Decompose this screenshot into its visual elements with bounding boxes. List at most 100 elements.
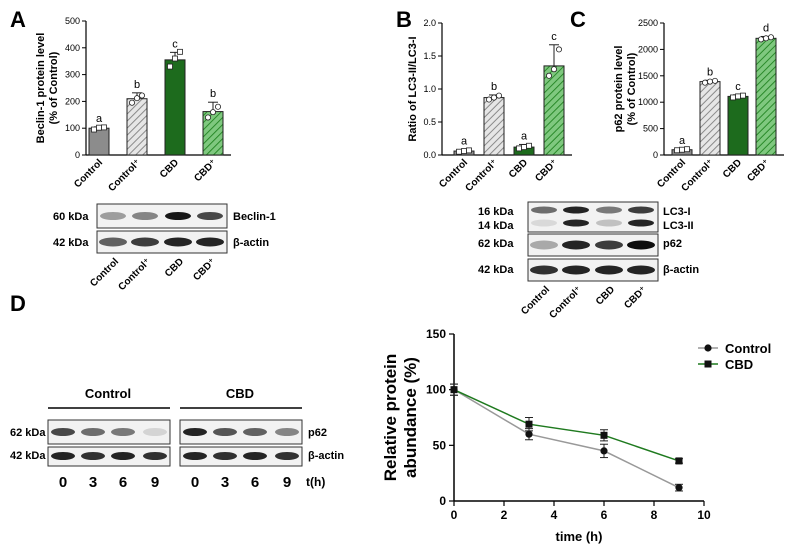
data-point (495, 92, 502, 99)
blot-b-actin-strip (527, 258, 659, 282)
x-tick-label: Control (72, 157, 105, 190)
blot-b: 16 kDa 14 kDa 62 kDa 42 kDa LC3-I LC3-II… (478, 201, 699, 321)
blot-d-kda-62: 62 kDa (10, 427, 46, 439)
chart-b-lc3-ratio: 0.0 0.5 1.0 1.5 2.0 Ratio of LC3-II/LC3-I a Con… (407, 18, 572, 194)
blot-d: Control CBD 62 kDa 42 kDa p62 β-actin t(… (10, 386, 344, 491)
y-axis-label: Relative proteinabundance (%) (381, 354, 420, 482)
y-tick-label: 50 (433, 438, 447, 452)
blot-band (131, 237, 159, 247)
x-tick-label: CBD (507, 157, 530, 180)
blot-band (132, 212, 158, 220)
y-tick-label: 0 (653, 150, 658, 160)
y-tick-label: 100 (426, 383, 446, 397)
y-axis-label: p62 protein level(% of Control) (613, 46, 638, 133)
blot-b-kda-16: 16 kDa (478, 206, 514, 218)
blot-b-lane-label: CBD (594, 284, 617, 307)
panel-label-c: C (570, 7, 586, 32)
blot-band (243, 452, 267, 460)
blot-a-lane-label: CBD⁺ (191, 256, 218, 283)
data-point-control (675, 484, 683, 492)
blot-d-time-label: 9 (283, 474, 291, 491)
blot-b-label-lc3i: LC3-I (663, 206, 691, 218)
data-point (707, 78, 714, 85)
data-point (461, 148, 467, 154)
blot-b-lane-label: Control⁺ (547, 284, 584, 321)
y-tick-label: 500 (65, 16, 80, 26)
y-axis-label-line: abundance (%) (401, 357, 420, 478)
blot-d-time-label: 0 (191, 474, 199, 491)
bar-4 (543, 65, 565, 156)
data-point-control (525, 430, 533, 438)
blot-band (100, 212, 126, 220)
y-tick-label: 400 (65, 43, 80, 53)
blot-a-actin-strip (96, 230, 228, 254)
significance-letter: b (210, 88, 216, 100)
significance-letter: b (134, 79, 140, 91)
blot-d-time-label: 6 (119, 474, 127, 491)
blot-d-time-label: 3 (89, 474, 97, 491)
y-tick-label: 1.5 (423, 51, 436, 61)
blot-d-time-label: 0 (59, 474, 67, 491)
x-tick-label: CBD (158, 157, 181, 180)
blot-b-p62-strip (527, 233, 659, 257)
panel-label-b: B (396, 7, 412, 32)
blot-band (51, 428, 75, 436)
y-tick-label: 500 (643, 124, 658, 134)
blot-band (530, 240, 558, 250)
y-tick-label: 300 (65, 70, 80, 80)
legend-label-control: Control (725, 341, 771, 356)
y-tick-label: 0 (75, 150, 80, 160)
data-point-cbd (450, 386, 458, 394)
blot-d-time-label: 3 (221, 474, 229, 491)
blot-band (628, 206, 654, 214)
y-axis-label: Ratio of LC3-II/LC3-I (407, 36, 419, 141)
data-point (679, 146, 685, 153)
data-point (521, 144, 527, 150)
chart-d-time-course: 0 50 100 150 0 2 4 6 8 10 time (h) Relative protein… (381, 327, 771, 544)
y-tick-label: 1500 (638, 71, 658, 81)
blot-band (562, 265, 590, 275)
x-tick-label: CBD⁺ (192, 157, 219, 184)
blot-band (165, 212, 191, 220)
blot-band (530, 265, 558, 275)
blot-d-actin-strip-control (47, 446, 171, 467)
data-point (546, 72, 553, 79)
blot-band (197, 212, 223, 220)
blot-d-p62-strip-cbd (179, 419, 303, 445)
data-point-control (600, 447, 608, 455)
data-point (702, 79, 709, 86)
chart-c-p62: 0 500 1000 1500 2000 2500 p62 protein level(% … (613, 18, 784, 194)
y-axis-label-line: Beclin-1 protein level (35, 33, 47, 144)
x-tick-label: 8 (651, 508, 658, 522)
blot-band (596, 219, 622, 227)
data-point (204, 114, 211, 121)
blot-b-label-lc3ii: LC3-II (663, 220, 694, 232)
significance-letter: d (763, 22, 769, 34)
chart-a-beclin1: 0 100 200 300 400 500 Beclin-1 protein level(%… (35, 16, 231, 194)
data-point (490, 94, 497, 101)
data-point (485, 96, 492, 103)
x-axis-label: time (h) (556, 529, 603, 544)
data-point (91, 126, 97, 133)
data-point (551, 66, 558, 73)
significance-letter: c (551, 31, 557, 43)
blot-b-kda-62: 62 kDa (478, 238, 514, 250)
blot-band (183, 452, 207, 460)
y-axis-label: Beclin-1 protein level(% of Control) (35, 33, 60, 144)
blot-d-kda-42: 42 kDa (10, 450, 46, 462)
y-tick-label: 1000 (638, 97, 658, 107)
significance-letter: a (521, 130, 528, 142)
y-tick-label: 2.0 (423, 18, 436, 28)
blot-a: 60 kDa 42 kDa Beclin-1 β-actin ControlCo… (53, 203, 276, 293)
data-point (763, 35, 770, 42)
legend-label-cbd: CBD (725, 357, 753, 372)
blot-band (143, 452, 167, 460)
data-point (209, 109, 216, 116)
data-point (167, 63, 173, 70)
y-axis-label-line: (% of Control) (626, 52, 638, 125)
y-axis-label-line: (% of Control) (48, 51, 60, 124)
blot-band (213, 428, 237, 436)
significance-letter: c (735, 81, 741, 93)
blot-band (563, 206, 589, 214)
significance-letter: c (172, 38, 178, 50)
